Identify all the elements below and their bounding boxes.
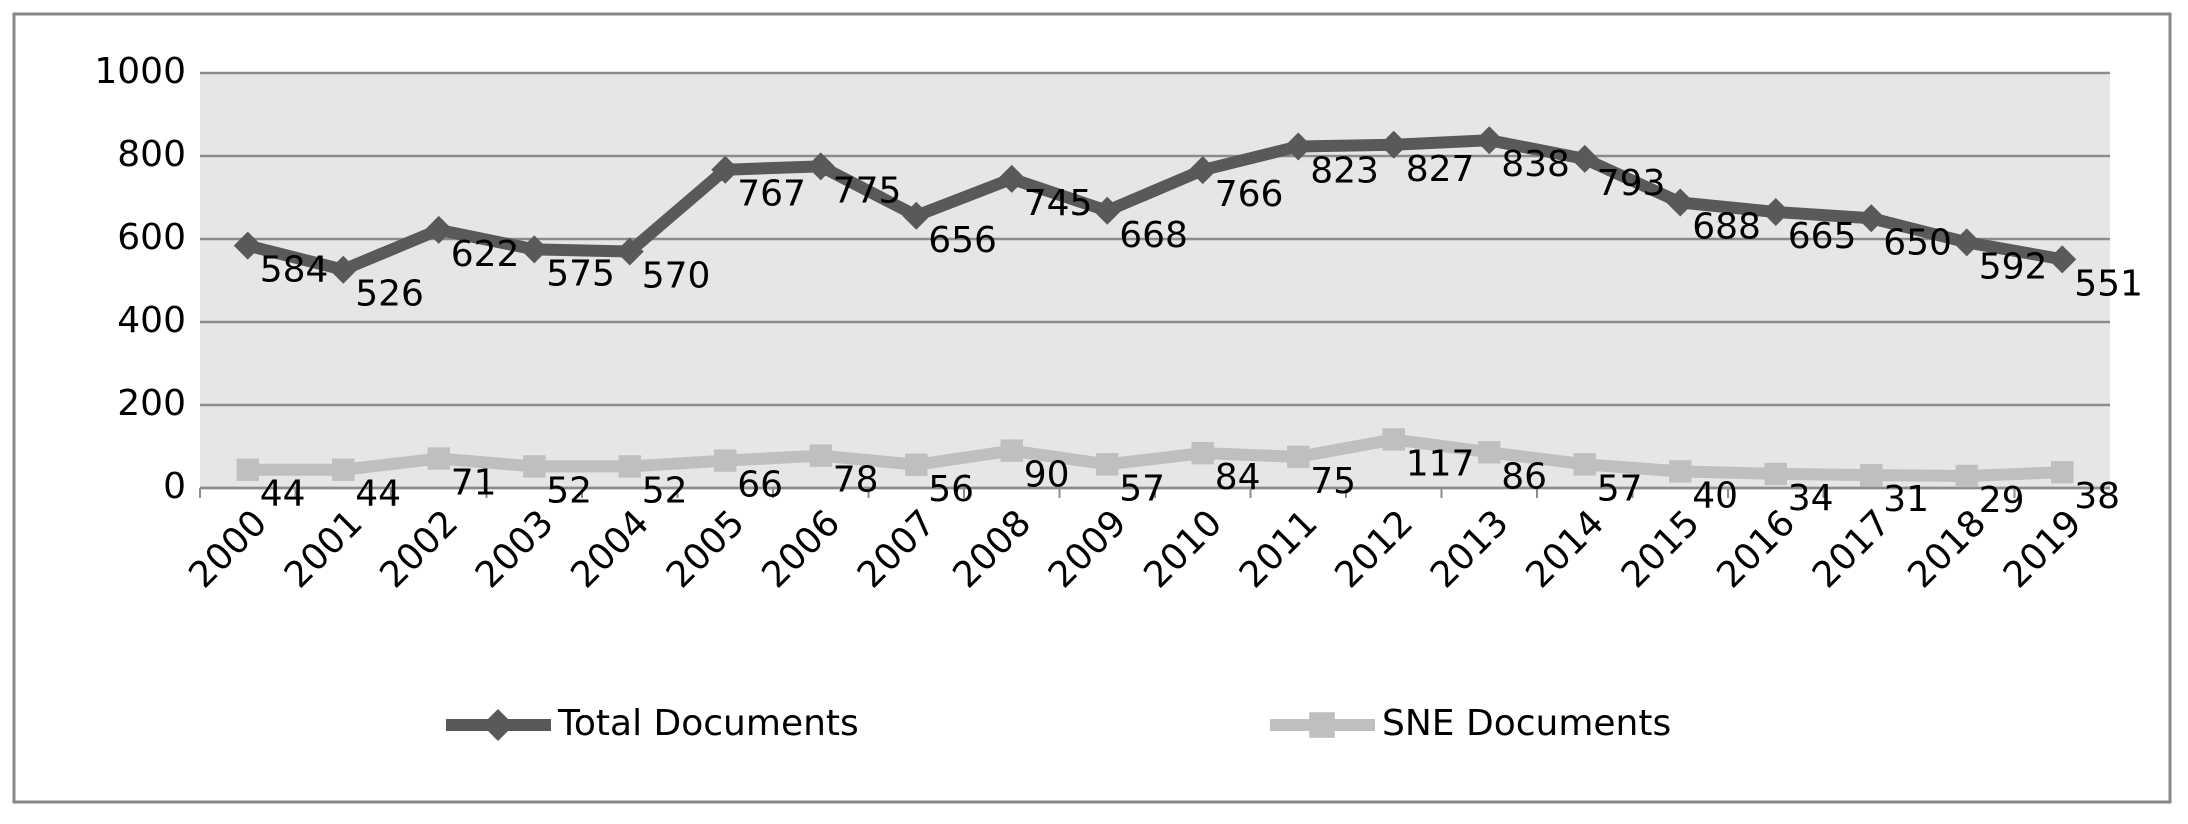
data-point [1096,453,1119,476]
data-label: 584 [260,250,329,291]
data-label: 31 [1883,479,1929,520]
data-label: 44 [260,474,306,515]
data-point [1955,464,1978,488]
data-point [1860,463,1883,487]
data-label: 766 [1215,174,1284,215]
data-point [1188,156,1217,185]
data-label: 570 [642,255,711,296]
data-label: 78 [833,460,879,501]
series-line [247,433,2063,482]
data-point [523,455,546,478]
data-label: 56 [928,469,974,510]
data-label: 592 [1979,246,2048,287]
y-tick-label: 0 [163,466,186,507]
data-label: 775 [833,170,902,211]
data-point [1764,462,1787,486]
data-label: 75 [1310,461,1356,502]
data-point [1284,132,1313,161]
data-point [806,152,835,181]
y-tick-label: 1000 [94,51,186,92]
data-label: 551 [2074,263,2143,304]
data-point [2048,245,2077,274]
data-point [332,458,355,481]
data-label: 767 [737,174,806,215]
data-point [997,164,1026,193]
data-label: 86 [1501,456,1547,497]
data-label: 38 [2074,476,2120,517]
data-label: 71 [451,463,497,504]
data-label: 823 [1310,150,1379,191]
data-point [1570,144,1599,173]
data-point [1287,445,1310,469]
data-point [711,155,740,184]
data-label: 650 [1883,222,1952,263]
y-tick-label: 400 [117,300,186,341]
data-point [2051,461,2074,484]
data-point [809,444,832,467]
data-label: 40 [1692,475,1738,516]
data-label: 656 [928,220,997,261]
data-point [1573,453,1596,476]
data-point [427,447,450,470]
data-point [1857,204,1886,233]
data-point [1191,441,1214,465]
data-point [329,255,358,284]
data-point [424,215,453,244]
data-label: 44 [355,474,401,515]
data-label: 52 [546,470,592,511]
data-point [1952,228,1981,257]
y-tick-label: 800 [117,134,186,175]
data-point [618,455,641,478]
data-label: 526 [355,274,424,315]
data-point [1379,130,1408,159]
data-label: 622 [451,234,520,275]
legend-label: Total Documents [557,703,859,744]
data-label: 668 [1119,215,1188,256]
data-label: 745 [1024,183,1093,224]
data-point [520,235,549,264]
data-point [1666,188,1695,217]
data-label: 34 [1788,478,1834,519]
data-point [1761,198,1790,227]
y-tick-label: 600 [117,217,186,258]
data-label: 29 [1979,480,2025,521]
data-label: 90 [1024,455,1070,496]
data-label: 665 [1788,216,1857,257]
data-point [1478,441,1501,464]
data-point [615,237,644,266]
data-point [905,453,928,476]
data-point [1475,126,1504,155]
data-point [1382,428,1405,451]
data-label: 66 [737,465,783,506]
data-label: 827 [1406,149,1475,190]
data-point [1669,460,1692,483]
legend-marker [1309,712,1335,738]
data-label: 575 [546,253,615,294]
data-point [236,458,259,481]
data-label: 688 [1692,206,1761,247]
legend-marker [482,709,514,741]
y-tick-label: 200 [117,383,186,424]
series-line [246,134,2064,276]
data-label: 117 [1406,443,1475,484]
data-label: 57 [1597,468,1643,509]
data-point [714,449,737,472]
data-point [902,201,931,230]
data-label: 57 [1119,468,1165,509]
data-label: 84 [1215,457,1261,498]
data-point [233,231,262,260]
legend-label: SNE Documents [1382,703,1671,744]
plot-area [200,73,2110,488]
data-point [1093,196,1122,225]
data-label: 838 [1501,144,1570,185]
data-label: 793 [1597,163,1666,204]
data-label: 52 [642,470,688,511]
data-point [1000,439,1023,462]
